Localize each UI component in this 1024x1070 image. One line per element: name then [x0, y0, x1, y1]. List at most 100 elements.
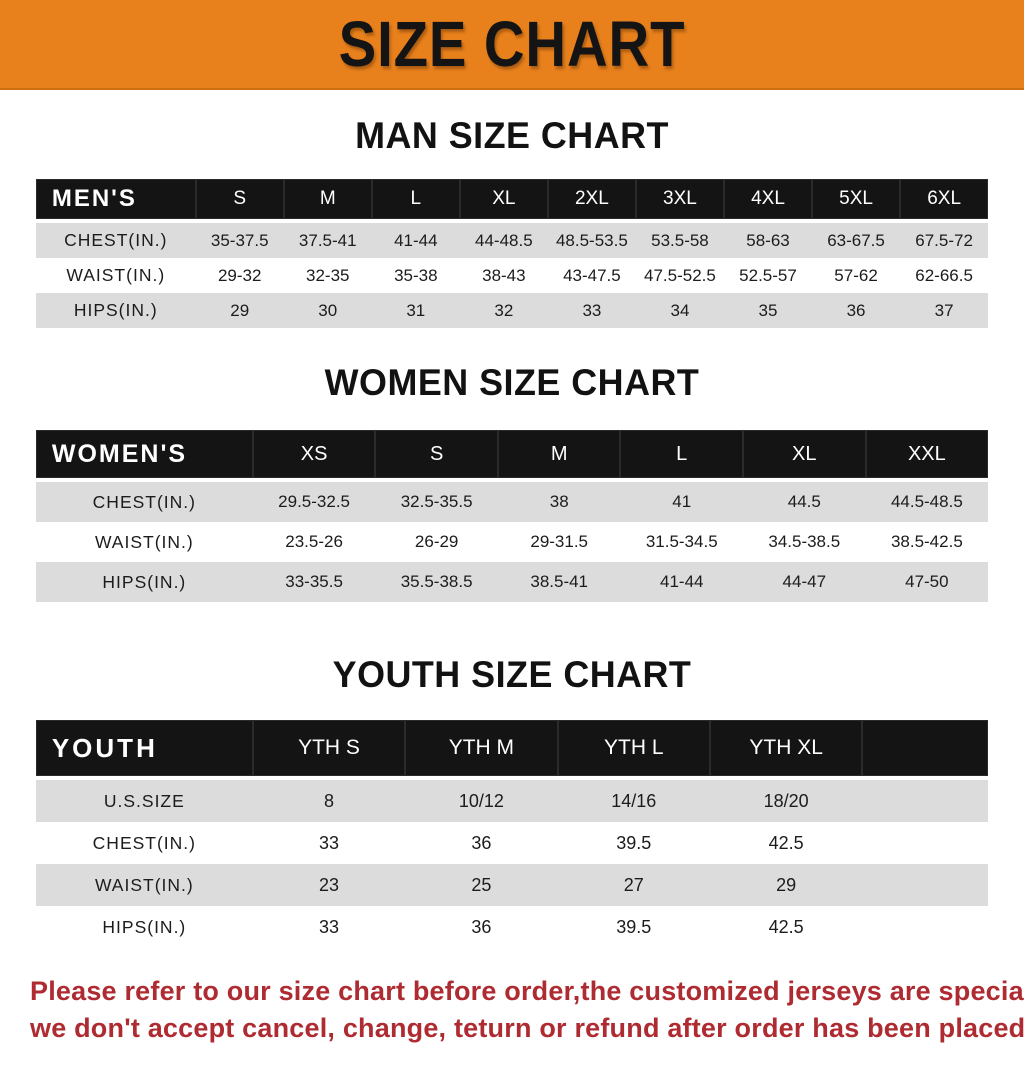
value-cell: 48.5-53.5	[547, 221, 636, 258]
value-cell: 36	[812, 293, 901, 328]
value-cell: 38.5-42.5	[865, 522, 989, 562]
value-cell: 31.5-34.5	[620, 522, 744, 562]
value-cell: 18/20	[709, 778, 863, 822]
size-header-cell: XL	[459, 179, 548, 223]
measurement-label-cell: WAIST(IN.)	[35, 522, 253, 562]
table-header-row: MEN'S S M L XL 2XL 3XL 4XL 5XL 6XL	[35, 179, 989, 223]
value-cell: 67.5-72	[900, 221, 989, 258]
value-cell: 44-48.5	[459, 221, 548, 258]
size-header-cell: YTH L	[557, 720, 710, 780]
measurement-label-cell: HIPS(IN.)	[35, 906, 253, 948]
note-line-1: Please refer to our size chart before or…	[30, 976, 1024, 1006]
spacer-cell	[862, 822, 989, 864]
table-row: HIPS(IN.) 29 30 31 32 33 34 35 36 37	[35, 293, 989, 328]
measurement-label-cell: WAIST(IN.)	[35, 258, 196, 293]
size-header-cell: 2XL	[547, 179, 636, 223]
value-cell: 38	[497, 480, 621, 522]
size-header-cell: L	[620, 430, 744, 482]
table-row: U.S.SIZE 8 10/12 14/16 18/20	[35, 778, 989, 822]
size-header-cell: YTH S	[252, 720, 406, 780]
section-men: MAN SIZE CHART MEN'S S M L XL 2XL 3XL 4XL 5XL 6XL…	[0, 115, 1024, 328]
footer-note: Please refer to our size chart before or…	[0, 976, 1024, 1070]
value-cell: 35	[723, 293, 813, 328]
measurement-label-cell: WAIST(IN.)	[35, 864, 253, 906]
value-cell: 8	[252, 778, 406, 822]
size-header-cell: 4XL	[723, 179, 813, 223]
value-cell: 29-31.5	[497, 522, 621, 562]
size-header-cell: L	[371, 179, 460, 223]
value-cell: 27	[557, 864, 710, 906]
value-cell: 29	[709, 864, 863, 906]
value-cell: 63-67.5	[812, 221, 901, 258]
table-row: WAIST(IN.) 23.5-26 26-29 29-31.5 31.5-34.5 34…	[35, 522, 989, 562]
table-row: WAIST(IN.) 29-32 32-35 35-38 38-43 43-47.5 47.…	[35, 258, 989, 293]
page-title: SIZE CHART	[338, 8, 686, 80]
value-cell: 34.5-38.5	[743, 522, 866, 562]
size-header-cell: 5XL	[812, 179, 901, 223]
value-cell: 25	[405, 864, 558, 906]
table-title-cell: YOUTH	[35, 720, 253, 780]
note-line-2: we don't accept cancel, change, teturn o…	[30, 1013, 1024, 1043]
men-size-table: MEN'S S M L XL 2XL 3XL 4XL 5XL 6XL CHEST(IN.) 35-37…	[35, 179, 989, 328]
value-cell: 29	[195, 293, 284, 328]
section-youth: YOUTH SIZE CHART YOUTH YTH S YTH M YTH L YTH…	[0, 654, 1024, 948]
value-cell: 57-62	[812, 258, 901, 293]
size-header-cell: YTH XL	[709, 720, 863, 780]
size-header-cell: XS	[252, 430, 376, 482]
value-cell: 34	[635, 293, 724, 328]
value-cell: 58-63	[723, 221, 813, 258]
value-cell: 23.5-26	[252, 522, 376, 562]
value-cell: 44.5-48.5	[865, 480, 989, 522]
spacer-cell	[862, 720, 989, 780]
value-cell: 53.5-58	[635, 221, 724, 258]
size-header-cell: S	[375, 430, 498, 482]
value-cell: 33	[547, 293, 636, 328]
table-header-row: WOMEN'S XS S M L XL XXL	[35, 430, 989, 482]
size-header-cell: YTH M	[405, 720, 558, 780]
value-cell: 30	[283, 293, 372, 328]
women-section-heading: WOMEN SIZE CHART	[324, 362, 700, 403]
size-header-cell: M	[497, 430, 621, 482]
size-header-cell: XXL	[865, 430, 989, 482]
size-header-cell: M	[283, 179, 372, 223]
value-cell: 62-66.5	[900, 258, 989, 293]
value-cell: 44-47	[743, 562, 866, 602]
value-cell: 35-38	[371, 258, 460, 293]
measurement-label-cell: CHEST(IN.)	[35, 221, 196, 258]
women-size-table: WOMEN'S XS S M L XL XXL CHEST(IN.) 29.5-32.5 32.5…	[35, 430, 989, 602]
value-cell: 10/12	[405, 778, 558, 822]
size-header-cell: 6XL	[900, 179, 989, 223]
banner: SIZE CHART	[0, 0, 1024, 90]
measurement-label-cell: CHEST(IN.)	[35, 480, 253, 522]
size-header-cell: XL	[743, 430, 866, 482]
table-title-cell: MEN'S	[35, 179, 196, 223]
value-cell: 32	[459, 293, 548, 328]
spacer-cell	[862, 778, 989, 822]
men-section-heading: MAN SIZE CHART	[355, 115, 669, 156]
value-cell: 42.5	[709, 906, 863, 948]
table-row: WAIST(IN.) 23 25 27 29	[35, 864, 989, 906]
value-cell: 36	[405, 906, 558, 948]
value-cell: 37	[900, 293, 989, 328]
value-cell: 42.5	[709, 822, 863, 864]
value-cell: 44.5	[743, 480, 866, 522]
value-cell: 23	[252, 864, 406, 906]
youth-size-table: YOUTH YTH S YTH M YTH L YTH XL U.S.SIZE 8 10/12…	[35, 720, 989, 948]
size-header-cell: 3XL	[635, 179, 724, 223]
value-cell: 31	[371, 293, 460, 328]
value-cell: 43-47.5	[547, 258, 636, 293]
value-cell: 35-37.5	[195, 221, 284, 258]
value-cell: 14/16	[557, 778, 710, 822]
table-title-cell: WOMEN'S	[35, 430, 253, 482]
value-cell: 29-32	[195, 258, 284, 293]
size-header-cell: S	[195, 179, 284, 223]
value-cell: 32-35	[283, 258, 372, 293]
value-cell: 39.5	[557, 822, 710, 864]
table-row: CHEST(IN.) 33 36 39.5 42.5	[35, 822, 989, 864]
table-row: HIPS(IN.) 33-35.5 35.5-38.5 38.5-41 41-44 44-…	[35, 562, 989, 602]
spacer-cell	[862, 864, 989, 906]
value-cell: 41-44	[371, 221, 460, 258]
value-cell: 41	[620, 480, 744, 522]
spacer-cell	[862, 906, 989, 948]
